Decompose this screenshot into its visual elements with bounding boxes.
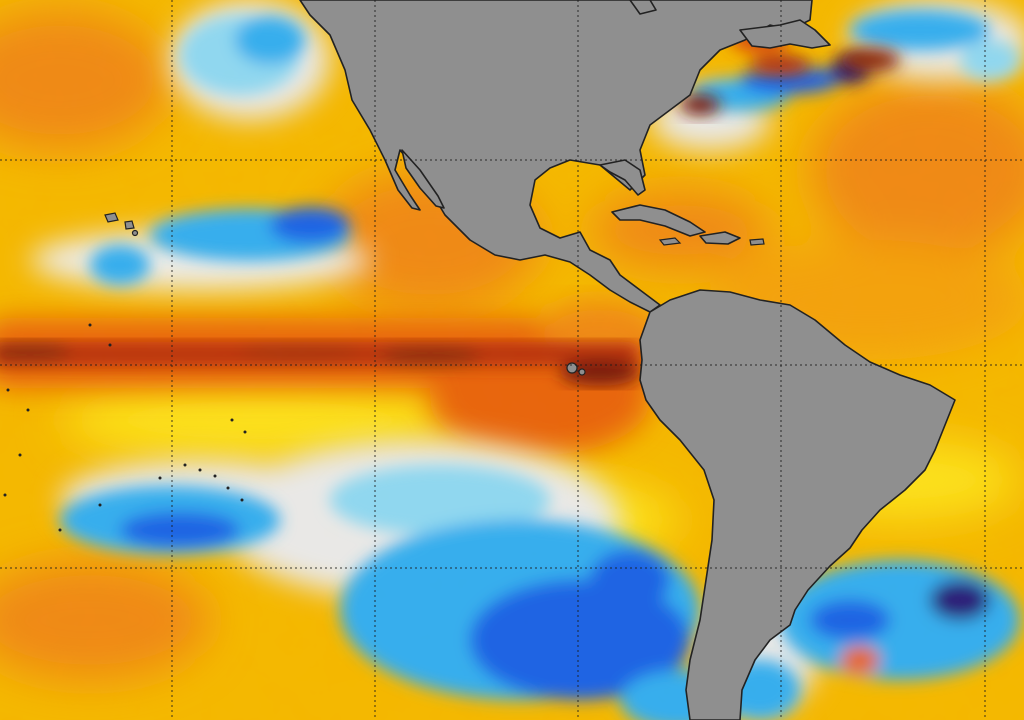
- atoll: [58, 528, 62, 532]
- atoll: [3, 493, 7, 497]
- baja-california-landmass: [401, 149, 445, 209]
- cool-patch: [960, 40, 1020, 80]
- warm-eddy: [750, 55, 810, 75]
- greenland-tip: [629, 0, 657, 15]
- atoll: [230, 418, 234, 422]
- warm-eddy: [840, 48, 900, 72]
- warm-patch: [810, 80, 1024, 260]
- cool-patch: [840, 646, 880, 674]
- pacific-islets: [124, 220, 135, 230]
- atoll: [98, 503, 102, 507]
- equatorial-core: [0, 342, 70, 362]
- cool-patch: [330, 465, 550, 535]
- cool-patch: [270, 207, 350, 243]
- atoll: [6, 388, 10, 392]
- warm-patch: [0, 10, 170, 150]
- pacific-islets: [104, 212, 119, 223]
- atoll: [213, 474, 217, 478]
- warm-patch: [60, 380, 460, 460]
- warm-eddy: [680, 95, 720, 115]
- pacific-islets: [131, 229, 139, 237]
- cool-patch: [90, 245, 150, 285]
- hispaniola-island: [699, 231, 741, 245]
- atoll: [243, 430, 247, 434]
- galapagos-islands: [578, 368, 586, 376]
- atoll: [108, 343, 112, 347]
- cuba-island: [611, 204, 706, 237]
- jamaica-island: [658, 237, 682, 246]
- north-central-america-landmass: [299, 0, 813, 313]
- atoll: [158, 476, 162, 480]
- atoll: [183, 463, 187, 467]
- pacific-atolls: [3, 323, 247, 532]
- puerto-rico-island: [749, 238, 765, 246]
- atoll: [226, 486, 230, 490]
- cool-patch: [850, 10, 990, 50]
- galapagos-islands: [566, 362, 578, 374]
- atoll: [198, 468, 202, 472]
- cool-patch: [810, 600, 890, 640]
- cool-patch: [470, 580, 690, 700]
- equatorial-core: [240, 342, 360, 362]
- south-america-landmass: [639, 289, 956, 720]
- cool-patch: [930, 580, 990, 620]
- florida-landmass: [599, 159, 646, 196]
- atoll: [26, 408, 30, 412]
- atoll: [18, 453, 22, 457]
- warm-patch: [0, 560, 210, 680]
- northeast-canada-landmass: [739, 19, 831, 49]
- land-mask: [104, 0, 956, 720]
- equatorial-core: [380, 346, 480, 366]
- atoll: [88, 323, 92, 327]
- atoll: [240, 498, 244, 502]
- cool-patch: [235, 16, 305, 64]
- cool-patch: [590, 550, 670, 610]
- cool-patch: [120, 512, 240, 548]
